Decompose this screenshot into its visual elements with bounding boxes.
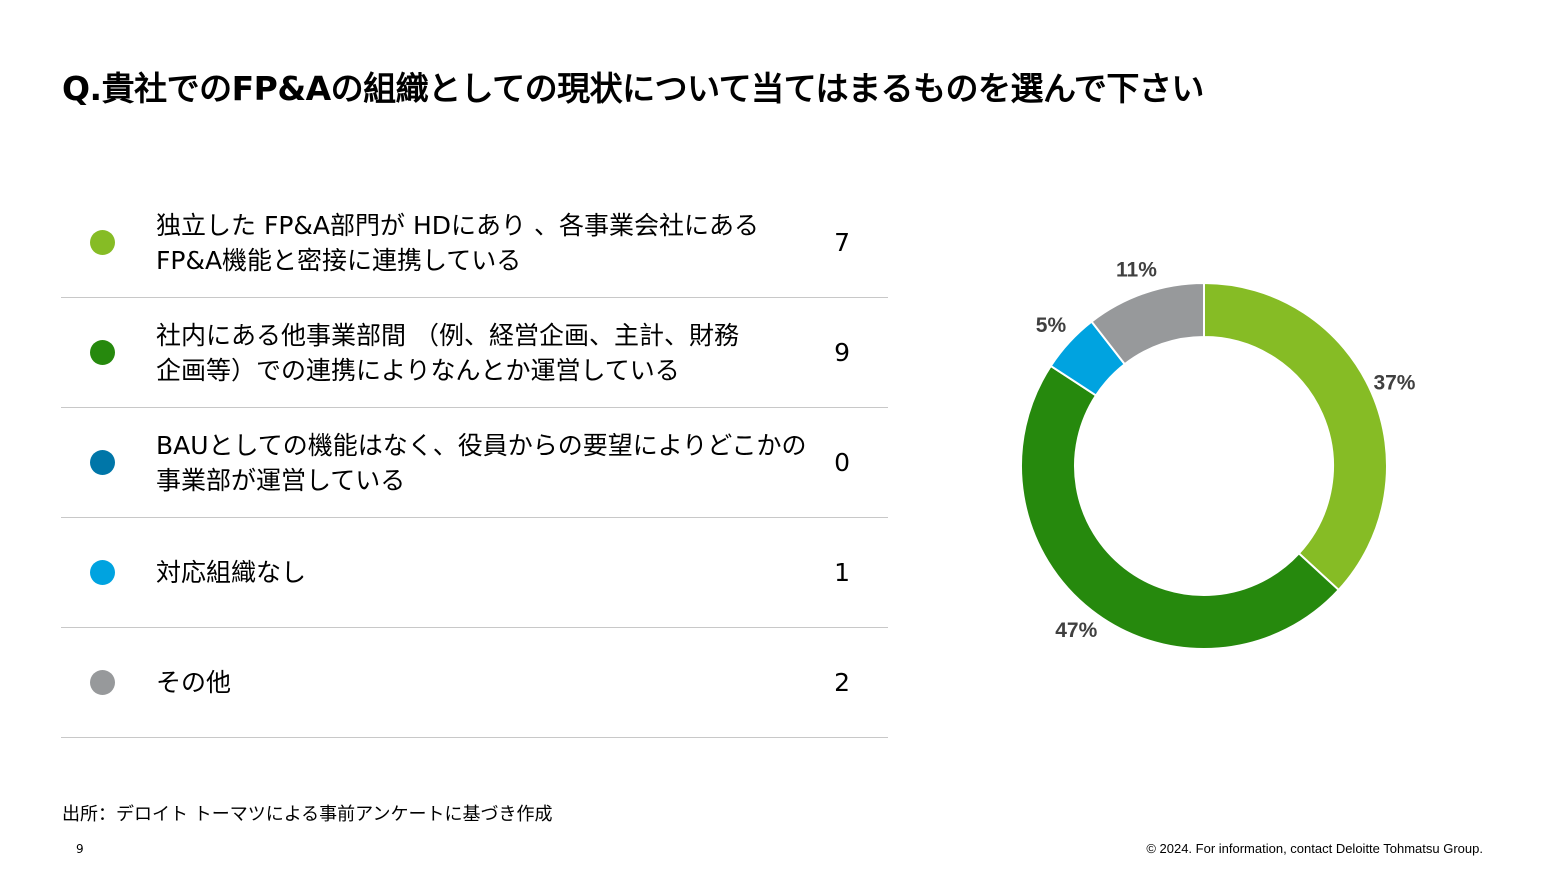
donut-slice <box>1203 281 1388 592</box>
legend-dot-icon <box>90 340 115 365</box>
legend-row: その他 2 <box>61 628 888 738</box>
legend-label-line: BAUとしての機能はなく、役員からの要望によりどこかの <box>156 430 807 460</box>
legend-count: 1 <box>834 558 850 587</box>
legend-dot-icon <box>90 560 115 585</box>
legend-label: 独立した FP&A部門が HDにあり 、各事業会社にある FP&A機能と密接に連… <box>156 188 806 297</box>
legend-count: 2 <box>834 668 850 697</box>
slice-percent-label: 11% <box>1116 258 1157 281</box>
legend-label: 対応組織なし <box>156 518 806 627</box>
page-title: Q.貴社でのFP&Aの組織としての現状について当てはまるものを選んで下さい <box>62 69 1204 108</box>
legend-count: 0 <box>834 448 850 477</box>
legend-table: 独立した FP&A部門が HDにあり 、各事業会社にある FP&A機能と密接に連… <box>61 188 888 738</box>
copyright-notice: © 2024. For information, contact Deloitt… <box>1146 841 1483 856</box>
legend-label-line: 企画等）での連携によりなんとか運営している <box>156 355 680 385</box>
slice-percent-label: 47% <box>1055 619 1097 642</box>
legend-count: 7 <box>834 228 850 257</box>
legend-label-line: 社内にある他事業部間 （例、経営企画、主計、財務 <box>156 320 739 350</box>
legend-label: BAUとしての機能はなく、役員からの要望によりどこかの 事業部が運営している <box>156 408 807 517</box>
legend-row: BAUとしての機能はなく、役員からの要望によりどこかの 事業部が運営している 0 <box>61 408 888 518</box>
slice-percent-label: 37% <box>1373 371 1415 394</box>
page-number: 9 <box>76 842 84 856</box>
legend-row: 独立した FP&A部門が HDにあり 、各事業会社にある FP&A機能と密接に連… <box>61 188 888 298</box>
legend-label-line: その他 <box>156 668 232 697</box>
legend-dot-icon <box>90 450 115 475</box>
legend-dot-icon <box>90 230 115 255</box>
legend-dot-icon <box>90 670 115 695</box>
legend-label-line: 独立した FP&A部門が HDにあり 、各事業会社にある <box>156 210 759 240</box>
slice-percent-label: 5% <box>1036 314 1067 337</box>
legend-row: 対応組織なし 1 <box>61 518 888 628</box>
legend-label-line: 対応組織なし <box>156 558 307 587</box>
legend-row: 社内にある他事業部間 （例、経営企画、主計、財務 企画等）での連携によりなんとか… <box>61 298 888 408</box>
legend-label-line: FP&A機能と密接に連携している <box>156 245 522 275</box>
donut-chart-svg: 37% 47% 5% 11% <box>1020 258 1416 650</box>
legend-label-line: 事業部が運営している <box>156 465 406 495</box>
donut-slice <box>1020 364 1341 650</box>
donut-chart: 37% 47% 5% 11% <box>1000 258 1420 662</box>
legend-count: 9 <box>834 338 850 367</box>
legend-label: その他 <box>156 628 806 737</box>
donut-slice <box>1090 281 1205 366</box>
source-note: 出所：デロイト トーマツによる事前アンケートに基づき作成 <box>62 804 553 825</box>
legend-label: 社内にある他事業部間 （例、経営企画、主計、財務 企画等）での連携によりなんとか… <box>156 298 806 407</box>
